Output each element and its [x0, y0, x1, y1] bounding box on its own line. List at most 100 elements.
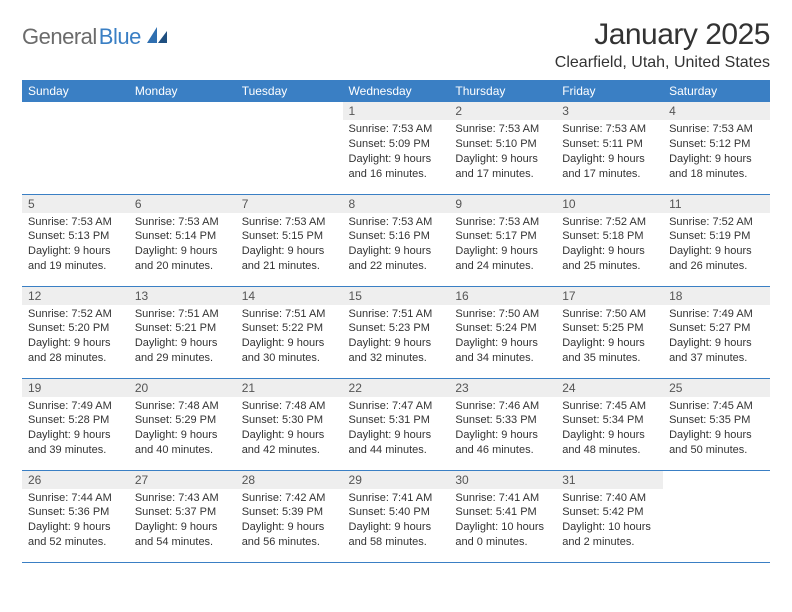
day-details: Sunrise: 7:43 AMSunset: 5:37 PMDaylight:… — [129, 489, 236, 554]
day-details: Sunrise: 7:48 AMSunset: 5:29 PMDaylight:… — [129, 397, 236, 462]
day-details: Sunrise: 7:53 AMSunset: 5:16 PMDaylight:… — [343, 213, 450, 278]
day-details: Sunrise: 7:47 AMSunset: 5:31 PMDaylight:… — [343, 397, 450, 462]
calendar-cell: 27Sunrise: 7:43 AMSunset: 5:37 PMDayligh… — [129, 470, 236, 562]
calendar-cell: 17Sunrise: 7:50 AMSunset: 5:25 PMDayligh… — [556, 286, 663, 378]
day-details: Sunrise: 7:51 AMSunset: 5:23 PMDaylight:… — [343, 305, 450, 370]
day-details: Sunrise: 7:53 AMSunset: 5:11 PMDaylight:… — [556, 120, 663, 185]
calendar-table: SundayMondayTuesdayWednesdayThursdayFrid… — [22, 80, 770, 563]
day-details: Sunrise: 7:42 AMSunset: 5:39 PMDaylight:… — [236, 489, 343, 554]
weekday-header: Thursday — [449, 80, 556, 102]
logo-text-blue: Blue — [99, 24, 141, 50]
day-number: 31 — [556, 471, 663, 489]
day-number: 27 — [129, 471, 236, 489]
logo-text-general: General — [22, 24, 97, 50]
calendar-cell: 9Sunrise: 7:53 AMSunset: 5:17 PMDaylight… — [449, 194, 556, 286]
day-details: Sunrise: 7:53 AMSunset: 5:12 PMDaylight:… — [663, 120, 770, 185]
day-details: Sunrise: 7:41 AMSunset: 5:41 PMDaylight:… — [449, 489, 556, 554]
day-number: 20 — [129, 379, 236, 397]
weekday-header: Friday — [556, 80, 663, 102]
day-number: 13 — [129, 287, 236, 305]
day-details: Sunrise: 7:51 AMSunset: 5:21 PMDaylight:… — [129, 305, 236, 370]
day-number: 12 — [22, 287, 129, 305]
day-number: 30 — [449, 471, 556, 489]
calendar-cell: 18Sunrise: 7:49 AMSunset: 5:27 PMDayligh… — [663, 286, 770, 378]
calendar-cell: 21Sunrise: 7:48 AMSunset: 5:30 PMDayligh… — [236, 378, 343, 470]
weekday-header: Wednesday — [343, 80, 450, 102]
day-number: 4 — [663, 102, 770, 120]
calendar-week-row: 1Sunrise: 7:53 AMSunset: 5:09 PMDaylight… — [22, 102, 770, 194]
calendar-cell — [236, 102, 343, 194]
weekday-header-row: SundayMondayTuesdayWednesdayThursdayFrid… — [22, 80, 770, 102]
day-number: 11 — [663, 195, 770, 213]
day-details: Sunrise: 7:51 AMSunset: 5:22 PMDaylight:… — [236, 305, 343, 370]
day-details: Sunrise: 7:53 AMSunset: 5:14 PMDaylight:… — [129, 213, 236, 278]
day-number: 23 — [449, 379, 556, 397]
day-number: 28 — [236, 471, 343, 489]
day-number: 1 — [343, 102, 450, 120]
day-number: 10 — [556, 195, 663, 213]
day-number: 15 — [343, 287, 450, 305]
day-number: 29 — [343, 471, 450, 489]
weekday-header: Tuesday — [236, 80, 343, 102]
calendar-cell — [22, 102, 129, 194]
day-details: Sunrise: 7:49 AMSunset: 5:28 PMDaylight:… — [22, 397, 129, 462]
day-number: 22 — [343, 379, 450, 397]
calendar-cell: 13Sunrise: 7:51 AMSunset: 5:21 PMDayligh… — [129, 286, 236, 378]
day-details: Sunrise: 7:41 AMSunset: 5:40 PMDaylight:… — [343, 489, 450, 554]
calendar-cell: 7Sunrise: 7:53 AMSunset: 5:15 PMDaylight… — [236, 194, 343, 286]
day-details: Sunrise: 7:53 AMSunset: 5:13 PMDaylight:… — [22, 213, 129, 278]
calendar-week-row: 19Sunrise: 7:49 AMSunset: 5:28 PMDayligh… — [22, 378, 770, 470]
calendar-cell: 24Sunrise: 7:45 AMSunset: 5:34 PMDayligh… — [556, 378, 663, 470]
day-details: Sunrise: 7:53 AMSunset: 5:09 PMDaylight:… — [343, 120, 450, 185]
calendar-cell: 1Sunrise: 7:53 AMSunset: 5:09 PMDaylight… — [343, 102, 450, 194]
calendar-cell: 29Sunrise: 7:41 AMSunset: 5:40 PMDayligh… — [343, 470, 450, 562]
day-number: 14 — [236, 287, 343, 305]
calendar-cell: 6Sunrise: 7:53 AMSunset: 5:14 PMDaylight… — [129, 194, 236, 286]
day-details: Sunrise: 7:49 AMSunset: 5:27 PMDaylight:… — [663, 305, 770, 370]
calendar-week-row: 12Sunrise: 7:52 AMSunset: 5:20 PMDayligh… — [22, 286, 770, 378]
calendar-cell: 19Sunrise: 7:49 AMSunset: 5:28 PMDayligh… — [22, 378, 129, 470]
day-number: 8 — [343, 195, 450, 213]
day-details: Sunrise: 7:46 AMSunset: 5:33 PMDaylight:… — [449, 397, 556, 462]
day-details: Sunrise: 7:44 AMSunset: 5:36 PMDaylight:… — [22, 489, 129, 554]
day-details: Sunrise: 7:53 AMSunset: 5:10 PMDaylight:… — [449, 120, 556, 185]
calendar-cell: 14Sunrise: 7:51 AMSunset: 5:22 PMDayligh… — [236, 286, 343, 378]
weekday-header: Monday — [129, 80, 236, 102]
page-title: January 2025 — [555, 18, 770, 52]
day-number: 3 — [556, 102, 663, 120]
weekday-header: Sunday — [22, 80, 129, 102]
calendar-week-row: 5Sunrise: 7:53 AMSunset: 5:13 PMDaylight… — [22, 194, 770, 286]
day-details: Sunrise: 7:40 AMSunset: 5:42 PMDaylight:… — [556, 489, 663, 554]
calendar-cell: 5Sunrise: 7:53 AMSunset: 5:13 PMDaylight… — [22, 194, 129, 286]
calendar-cell: 4Sunrise: 7:53 AMSunset: 5:12 PMDaylight… — [663, 102, 770, 194]
calendar-cell — [129, 102, 236, 194]
day-number: 24 — [556, 379, 663, 397]
day-details: Sunrise: 7:45 AMSunset: 5:35 PMDaylight:… — [663, 397, 770, 462]
location-text: Clearfield, Utah, United States — [555, 54, 770, 72]
weekday-header: Saturday — [663, 80, 770, 102]
day-number: 5 — [22, 195, 129, 213]
calendar-cell: 15Sunrise: 7:51 AMSunset: 5:23 PMDayligh… — [343, 286, 450, 378]
logo: GeneralBlue — [22, 24, 169, 50]
day-details: Sunrise: 7:52 AMSunset: 5:20 PMDaylight:… — [22, 305, 129, 370]
header: GeneralBlue January 2025 Clearfield, Uta… — [22, 18, 770, 72]
calendar-cell: 25Sunrise: 7:45 AMSunset: 5:35 PMDayligh… — [663, 378, 770, 470]
day-number: 17 — [556, 287, 663, 305]
calendar-cell: 16Sunrise: 7:50 AMSunset: 5:24 PMDayligh… — [449, 286, 556, 378]
day-details: Sunrise: 7:50 AMSunset: 5:25 PMDaylight:… — [556, 305, 663, 370]
calendar-cell: 10Sunrise: 7:52 AMSunset: 5:18 PMDayligh… — [556, 194, 663, 286]
calendar-cell: 3Sunrise: 7:53 AMSunset: 5:11 PMDaylight… — [556, 102, 663, 194]
day-number: 21 — [236, 379, 343, 397]
day-number: 2 — [449, 102, 556, 120]
day-details: Sunrise: 7:45 AMSunset: 5:34 PMDaylight:… — [556, 397, 663, 462]
calendar-body: 1Sunrise: 7:53 AMSunset: 5:09 PMDaylight… — [22, 102, 770, 562]
calendar-cell — [663, 470, 770, 562]
day-details: Sunrise: 7:50 AMSunset: 5:24 PMDaylight:… — [449, 305, 556, 370]
day-number: 6 — [129, 195, 236, 213]
calendar-cell: 12Sunrise: 7:52 AMSunset: 5:20 PMDayligh… — [22, 286, 129, 378]
day-details: Sunrise: 7:53 AMSunset: 5:15 PMDaylight:… — [236, 213, 343, 278]
day-details: Sunrise: 7:52 AMSunset: 5:18 PMDaylight:… — [556, 213, 663, 278]
calendar-cell: 8Sunrise: 7:53 AMSunset: 5:16 PMDaylight… — [343, 194, 450, 286]
calendar-cell: 23Sunrise: 7:46 AMSunset: 5:33 PMDayligh… — [449, 378, 556, 470]
calendar-cell: 11Sunrise: 7:52 AMSunset: 5:19 PMDayligh… — [663, 194, 770, 286]
